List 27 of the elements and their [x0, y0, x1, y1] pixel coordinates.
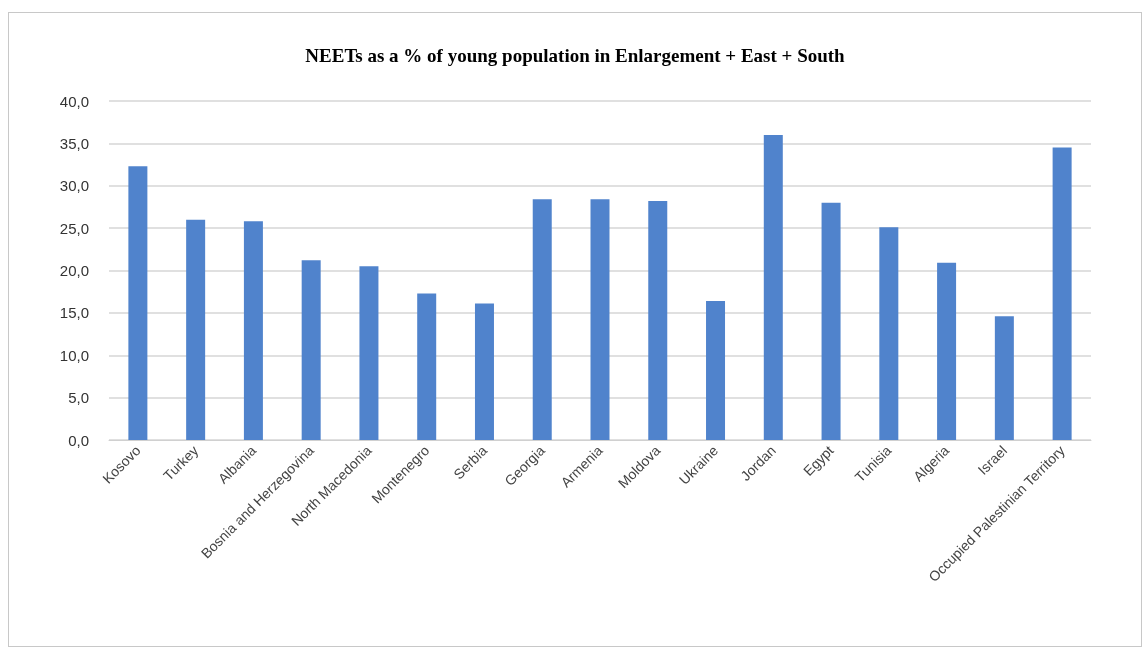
bar — [301, 260, 321, 440]
y-tick-label: 25,0 — [59, 219, 89, 237]
bar — [1052, 147, 1072, 440]
bar — [590, 199, 610, 440]
bar — [128, 166, 148, 440]
bar — [186, 219, 206, 440]
bar — [359, 266, 379, 440]
chart-title: NEETs as a % of young population in Enlargement + East + South — [305, 45, 846, 66]
bar — [474, 303, 494, 440]
y-tick-label: 40,0 — [59, 92, 89, 110]
bar — [879, 227, 899, 440]
bar — [821, 202, 841, 440]
bar — [994, 316, 1014, 440]
bar — [706, 301, 726, 440]
bar — [648, 201, 668, 440]
bar — [532, 199, 552, 440]
bar — [243, 221, 263, 440]
y-tick-label: 20,0 — [59, 262, 89, 279]
y-tick-label: 30,0 — [59, 177, 89, 195]
bar — [417, 293, 437, 440]
bar — [763, 134, 783, 440]
bar — [937, 262, 957, 440]
y-tick-label: 15,0 — [59, 304, 89, 322]
y-tick-label: 5,0 — [68, 389, 89, 407]
y-tick-label: 35,0 — [59, 134, 89, 152]
y-tick-label: 0,0 — [68, 431, 89, 449]
y-tick-label: 10,0 — [59, 346, 89, 364]
